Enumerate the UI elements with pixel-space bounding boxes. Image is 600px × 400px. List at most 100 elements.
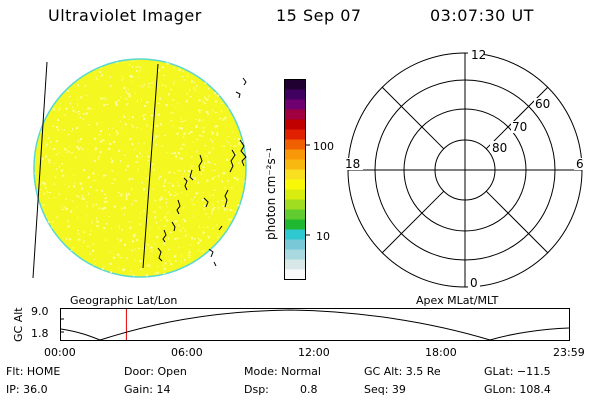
- image-speckle: [201, 135, 203, 137]
- image-speckle: [101, 267, 104, 270]
- image-speckle: [153, 169, 155, 171]
- image-speckle: [61, 76, 63, 78]
- image-speckle: [59, 103, 61, 105]
- image-speckle: [217, 90, 220, 92]
- image-speckle: [125, 168, 127, 171]
- image-speckle: [72, 106, 74, 108]
- image-speckle: [108, 216, 110, 217]
- image-speckle: [92, 172, 95, 175]
- image-speckle: [120, 193, 123, 196]
- image-speckle: [61, 206, 63, 208]
- image-speckle: [205, 274, 208, 277]
- image-speckle: [141, 98, 142, 101]
- image-speckle: [95, 76, 97, 78]
- image-speckle: [48, 102, 51, 105]
- image-speckle: [75, 60, 76, 62]
- image-speckle: [206, 98, 209, 100]
- image-speckle: [230, 61, 233, 64]
- colorbar-segment: [284, 209, 306, 220]
- image-speckle: [143, 142, 145, 144]
- image-speckle: [62, 129, 64, 131]
- image-speckle: [230, 187, 233, 189]
- colorbar-segment: [284, 109, 306, 120]
- image-speckle: [45, 223, 47, 226]
- image-speckle: [117, 99, 120, 101]
- earth-disc: [33, 58, 247, 278]
- image-speckle: [226, 71, 228, 72]
- image-speckle: [174, 237, 177, 240]
- image-speckle: [96, 217, 98, 220]
- image-speckle: [55, 242, 57, 244]
- image-speckle: [216, 131, 218, 134]
- colorbar-segment: [284, 229, 306, 240]
- image-speckle: [228, 218, 231, 221]
- image-speckle: [239, 78, 241, 80]
- image-speckle: [236, 74, 238, 76]
- image-speckle: [51, 226, 53, 229]
- image-speckle: [214, 100, 217, 103]
- image-speckle: [112, 159, 114, 162]
- image-speckle: [133, 234, 136, 237]
- image-speckle: [241, 163, 243, 165]
- image-speckle: [180, 229, 182, 232]
- image-speckle: [164, 179, 167, 182]
- altitude-ylabel: GC Alt: [12, 307, 25, 342]
- image-speckle: [230, 100, 233, 103]
- image-speckle: [148, 237, 150, 239]
- image-speckle: [77, 233, 80, 235]
- image-speckle: [187, 178, 189, 181]
- image-speckle: [88, 192, 90, 195]
- image-speckle: [143, 114, 146, 116]
- image-speckle: [173, 67, 175, 69]
- image-speckle: [230, 144, 232, 146]
- image-speckle: [156, 124, 159, 127]
- image-speckle: [96, 123, 98, 126]
- image-speckle: [242, 132, 244, 133]
- image-speckle: [212, 208, 215, 211]
- image-speckle: [139, 69, 141, 71]
- image-speckle: [220, 244, 222, 247]
- image-speckle: [175, 155, 178, 158]
- image-speckle: [169, 260, 170, 262]
- image-speckle: [123, 87, 126, 90]
- image-speckle: [241, 203, 243, 205]
- image-speckle: [239, 122, 242, 124]
- image-speckle: [64, 269, 66, 272]
- image-speckle: [195, 192, 198, 195]
- image-speckle: [172, 184, 174, 187]
- image-speckle: [117, 192, 120, 194]
- image-speckle: [132, 273, 134, 276]
- image-speckle: [124, 123, 127, 126]
- image-speckle: [75, 71, 77, 74]
- image-speckle: [236, 115, 239, 118]
- image-speckle: [34, 218, 36, 220]
- image-speckle: [229, 59, 232, 61]
- image-speckle: [46, 143, 49, 145]
- image-speckle: [207, 87, 209, 90]
- image-speckle: [227, 80, 230, 83]
- image-speckle: [228, 142, 230, 143]
- colorbar-segment: [284, 239, 306, 250]
- image-speckle: [178, 247, 180, 249]
- image-speckle: [242, 103, 244, 106]
- image-speckle: [67, 134, 70, 135]
- image-speckle: [205, 97, 206, 100]
- image-speckle: [63, 276, 65, 277]
- image-speckle: [206, 61, 208, 64]
- image-speckle: [216, 201, 219, 203]
- image-speckle: [66, 237, 68, 240]
- image-speckle: [132, 240, 134, 243]
- altitude-xtick-0: 00:00: [44, 346, 76, 359]
- image-speckle: [145, 178, 147, 180]
- altitude-plot: [60, 308, 570, 341]
- image-speckle: [237, 255, 240, 258]
- image-speckle: [80, 198, 83, 200]
- image-speckle: [173, 255, 176, 258]
- image-speckle: [131, 80, 133, 82]
- image-speckle: [160, 196, 162, 198]
- image-speckle: [175, 107, 177, 109]
- image-speckle: [170, 112, 173, 114]
- image-speckle: [129, 75, 132, 78]
- image-speckle: [115, 179, 116, 181]
- image-speckle: [49, 271, 51, 274]
